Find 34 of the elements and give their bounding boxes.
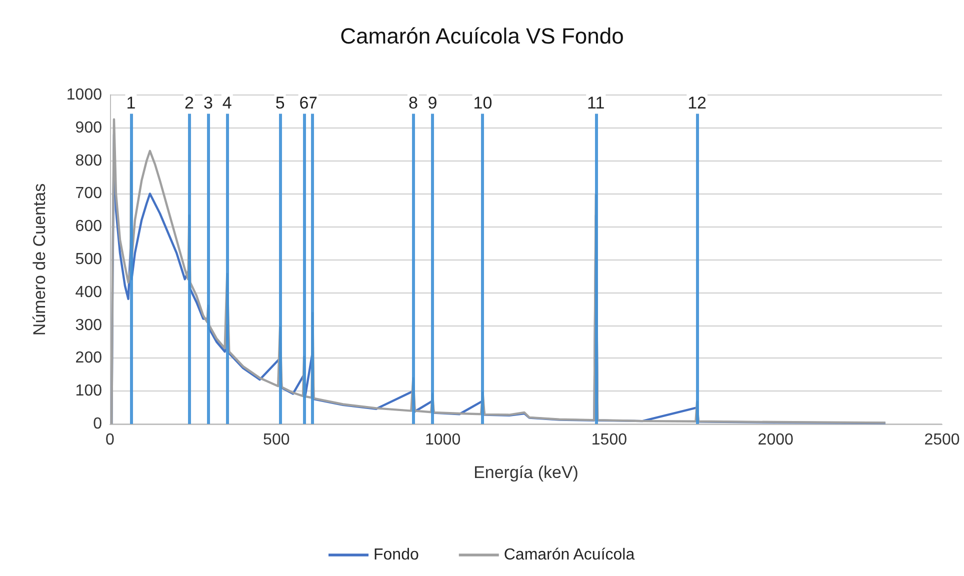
annotation: 1 <box>126 94 136 113</box>
y-tick-label: 1000 <box>66 86 102 104</box>
legend-label: Fondo <box>374 546 419 564</box>
y-tick-label: 800 <box>75 152 102 170</box>
annotation: 12 <box>688 94 707 113</box>
annotation: 10 <box>473 94 492 113</box>
y-tick-label: 600 <box>75 218 102 236</box>
y-tick-label: 200 <box>75 350 102 367</box>
y-axis-title: Número de Cuentas <box>30 183 49 336</box>
y-tick-label: 0 <box>93 416 102 432</box>
y-tick-label: 500 <box>75 251 102 268</box>
x-tick-label: 500 <box>263 432 290 448</box>
y-tick-label: 300 <box>75 316 102 334</box>
y-tick-label: 700 <box>75 185 102 202</box>
x-axis-title: Energía (keV) <box>474 463 578 482</box>
y-tick-label: 400 <box>75 284 102 301</box>
annotation: 9 <box>428 94 438 113</box>
annotation: 4 <box>222 94 232 113</box>
x-tick-label: 1500 <box>591 432 628 448</box>
legend-label: Camarón Acuícola <box>504 546 635 564</box>
x-tick-label: 2000 <box>758 432 794 448</box>
annotation: 5 <box>275 94 285 113</box>
y-tick-label: 900 <box>75 119 102 136</box>
annotation: 6 <box>299 94 309 113</box>
x-tick-label: 2500 <box>924 432 960 448</box>
x-tick-label: 1000 <box>425 432 461 448</box>
x-tick-label: 0 <box>106 432 115 448</box>
annotation: 8 <box>408 94 418 113</box>
chart-title: Camarón Acuícola VS Fondo <box>340 24 624 48</box>
annotation: 7 <box>308 94 318 113</box>
y-tick-label: 100 <box>75 382 102 400</box>
annotation: 3 <box>203 94 213 113</box>
annotation: 11 <box>587 94 605 113</box>
annotation: 2 <box>184 94 194 113</box>
